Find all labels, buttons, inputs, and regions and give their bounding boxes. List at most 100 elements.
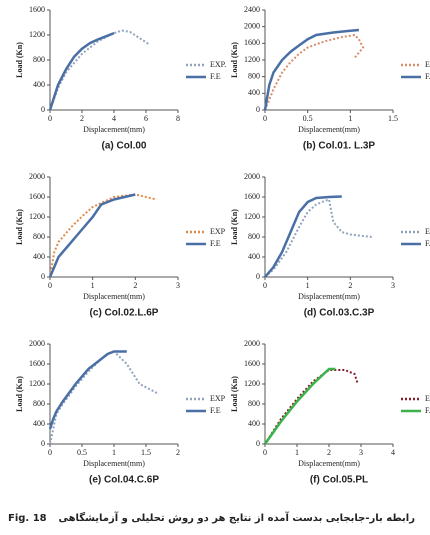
y-axis-title: Load (Kn): [230, 42, 239, 78]
y-tick-label: 400: [248, 252, 260, 261]
y-tick-label: 1600: [29, 5, 45, 14]
chart-subtitle: (e) Col.04.C.6P: [89, 475, 159, 486]
y-axis-title: Load (Kn): [230, 376, 239, 412]
chart-subtitle: (f) Col.05.PL: [310, 475, 368, 486]
y-tick-label: 400: [248, 88, 260, 97]
data-line: [48, 31, 115, 111]
x-tick-label: 3: [391, 281, 395, 290]
x-tick-label: 3: [176, 281, 180, 290]
figure-caption: رابطه بار-جابجایی بدست آمده از نتایج هر …: [59, 511, 416, 524]
y-tick-label: 1200: [244, 55, 260, 64]
y-tick-label: 400: [248, 419, 260, 428]
y-tick-label: 400: [33, 252, 45, 261]
legend-label: F.E: [425, 406, 430, 415]
x-tick-label: 1.5: [141, 448, 151, 457]
y-tick-label: 0: [41, 439, 45, 448]
chart-subtitle: (d) Col.03.C.3P: [304, 308, 375, 319]
chart-subtitle: (b) Col.01. L.3P: [303, 141, 376, 152]
legend-label: EXP: [425, 394, 430, 403]
chart-subtitle: (a) Col.00: [101, 141, 146, 152]
x-axis-title: Displacement(mm): [298, 125, 360, 134]
legend-label: EXP: [425, 60, 430, 69]
y-tick-label: 1200: [29, 30, 45, 39]
y-tick-label: 2000: [244, 21, 260, 30]
y-axis-title: Load (Kn): [230, 209, 239, 245]
y-tick-label: 800: [33, 399, 45, 408]
y-tick-label: 800: [248, 399, 260, 408]
y-tick-label: 1600: [29, 192, 45, 201]
data-line: [263, 28, 360, 111]
legend-label: EXP: [425, 227, 430, 236]
x-tick-label: 1.5: [388, 114, 398, 123]
y-tick-label: 1200: [29, 212, 45, 221]
figure-label: Fig. 18: [8, 513, 47, 524]
y-axis-title: Load (Kn): [15, 42, 24, 78]
y-tick-label: 400: [33, 80, 45, 89]
data-line: [264, 195, 342, 278]
y-tick-label: 1600: [244, 192, 260, 201]
y-tick-label: 2000: [29, 172, 45, 181]
x-tick-label: 8: [176, 114, 180, 123]
x-tick-label: 0: [263, 114, 267, 123]
legend-label: F.E: [210, 406, 221, 415]
y-axis-title: Load (Kn): [15, 376, 24, 412]
data-line: [263, 367, 336, 445]
y-tick-label: 800: [248, 71, 260, 80]
x-tick-label: 4: [391, 448, 395, 457]
x-tick-label: 2: [176, 448, 180, 457]
x-tick-label: 1: [91, 281, 95, 290]
y-tick-label: 2000: [244, 339, 260, 348]
data-line: [49, 29, 150, 111]
y-tick-label: 1600: [29, 359, 45, 368]
legend-label: F.E: [425, 72, 430, 81]
legend-label: EXP.: [210, 60, 226, 69]
x-tick-label: 1: [112, 448, 116, 457]
x-tick-label: 0: [48, 281, 52, 290]
data-line: [264, 369, 359, 445]
x-tick-label: 2: [80, 114, 84, 123]
x-tick-label: 0.5: [77, 448, 87, 457]
x-tick-label: 6: [144, 114, 148, 123]
y-tick-label: 2000: [244, 172, 260, 181]
x-tick-label: 1: [295, 448, 299, 457]
y-tick-label: 1600: [244, 359, 260, 368]
x-axis-title: Displacement(mm): [298, 292, 360, 301]
x-tick-label: 0: [263, 448, 267, 457]
legend-label: EXP: [210, 227, 226, 236]
y-tick-label: 800: [33, 55, 45, 64]
x-axis-title: Displacement(mm): [83, 459, 145, 468]
x-tick-label: 2: [327, 448, 331, 457]
y-tick-label: 800: [33, 232, 45, 241]
x-tick-label: 2: [348, 281, 352, 290]
x-tick-label: 2: [133, 281, 137, 290]
x-tick-label: 0: [48, 448, 52, 457]
data-line: [264, 33, 365, 111]
x-tick-label: 0: [263, 281, 267, 290]
x-tick-label: 4: [112, 114, 116, 123]
legend-label: F.E: [210, 239, 221, 248]
data-line: [48, 193, 136, 278]
x-axis-title: Displacement(mm): [298, 459, 360, 468]
y-tick-label: 1200: [244, 212, 260, 221]
chart-subtitle: (c) Col.02.L.6P: [90, 308, 159, 319]
y-axis-title: Load (Kn): [15, 209, 24, 245]
data-line: [264, 198, 372, 278]
y-tick-label: 1200: [244, 379, 260, 388]
data-line: [49, 193, 157, 278]
y-tick-label: 1200: [29, 379, 45, 388]
y-tick-label: 1600: [244, 38, 260, 47]
y-tick-label: 0: [256, 105, 260, 114]
x-tick-label: 1: [348, 114, 352, 123]
y-tick-label: 2400: [244, 5, 260, 14]
data-line: [48, 350, 127, 430]
x-tick-label: 3: [359, 448, 363, 457]
y-tick-label: 0: [41, 105, 45, 114]
x-tick-label: 1: [306, 281, 310, 290]
legend-label: F.E: [210, 72, 221, 81]
x-tick-label: 0: [48, 114, 52, 123]
y-tick-label: 0: [256, 439, 260, 448]
x-axis-title: Displacement(mm): [83, 125, 145, 134]
x-axis-title: Displacement(mm): [83, 292, 145, 301]
legend-label: EXP: [210, 394, 226, 403]
